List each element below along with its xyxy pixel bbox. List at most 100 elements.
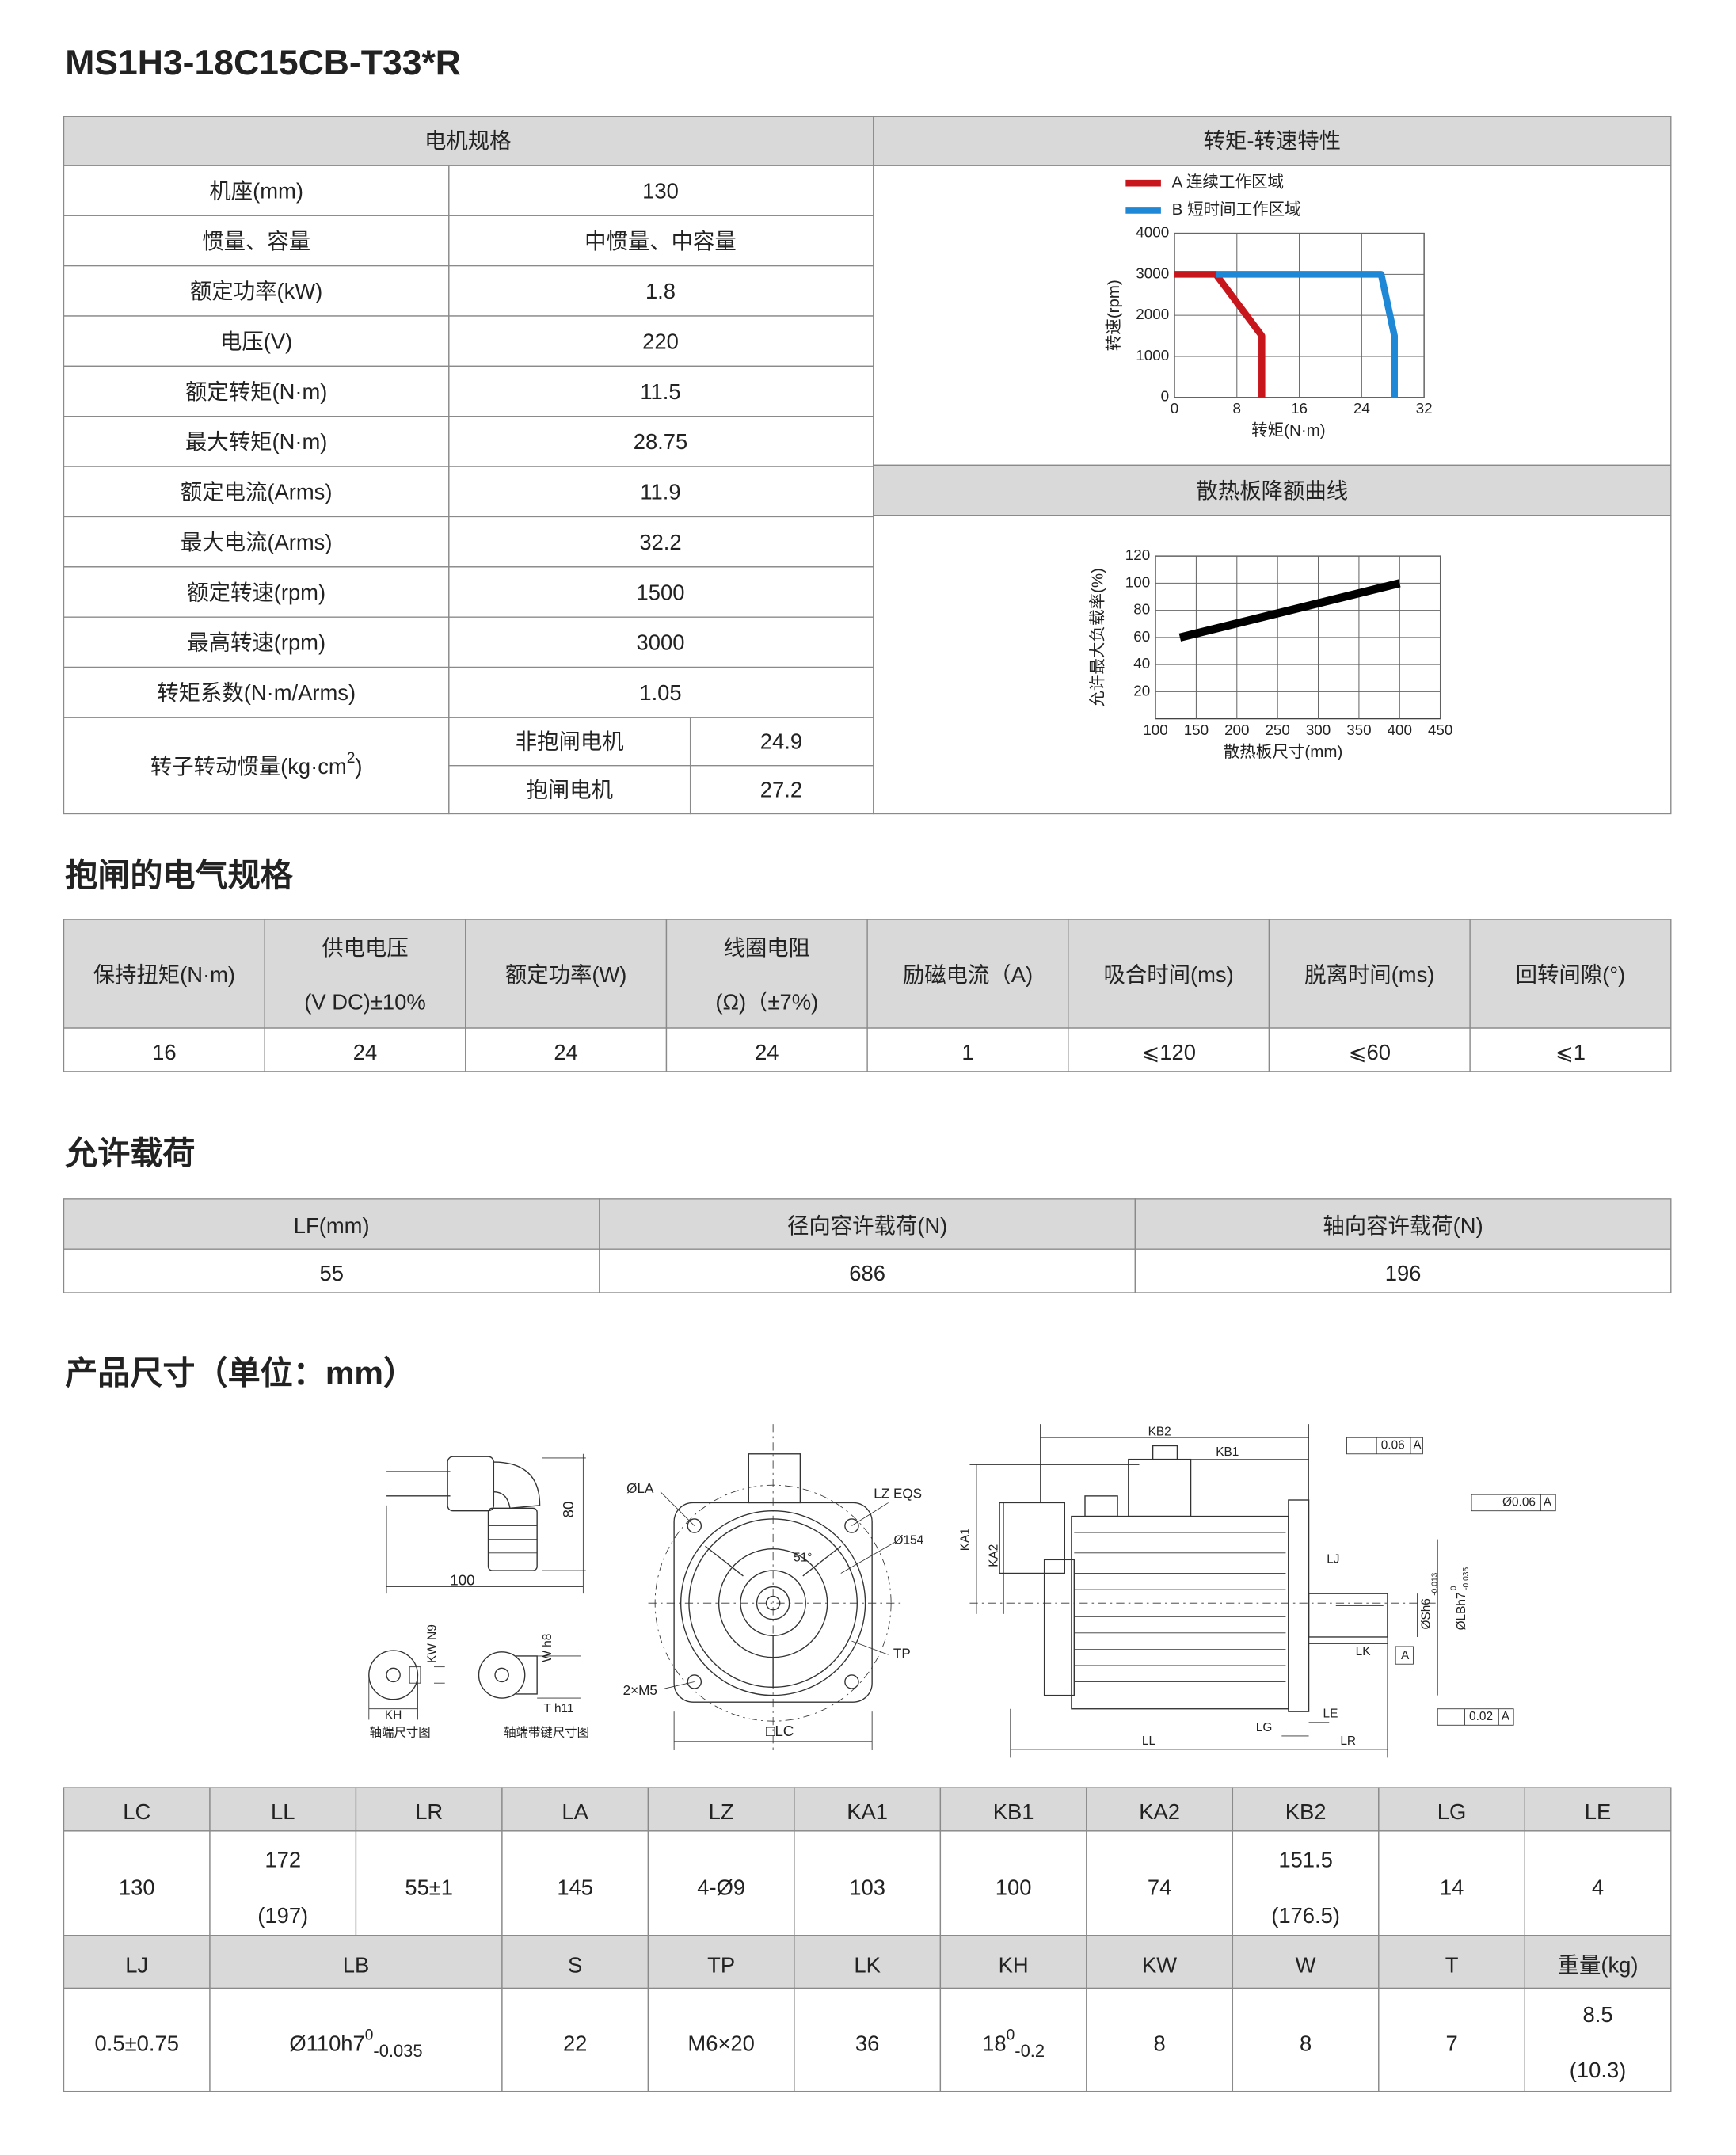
cell	[1086, 1830, 1234, 1936]
drawing-label: KA2	[987, 1544, 1000, 1567]
cell	[599, 1248, 1136, 1293]
cell-text: 0.5±0.75	[95, 2031, 179, 2056]
cell-text: Ø110h70-0.035	[289, 2027, 422, 2061]
x-tick-label: 300	[1306, 722, 1331, 738]
header-cell	[939, 1787, 1087, 1832]
drawing-label: 0.06	[1381, 1439, 1405, 1453]
x-tick-label: 0	[1171, 400, 1178, 417]
header-cell	[939, 1935, 1087, 1989]
drawing-label: 80	[560, 1502, 577, 1518]
cell	[689, 717, 874, 767]
drawing-label: T h11	[544, 1702, 574, 1715]
cell	[1524, 1987, 1672, 2092]
cell-text: 130	[119, 1875, 155, 1900]
cell-text: ⩽60	[1349, 1040, 1391, 1064]
header-text: 额定功率(W)	[505, 962, 627, 987]
cell-text: 180-0.2	[982, 2027, 1045, 2061]
header-text: (V DC)±10%	[304, 989, 425, 1014]
cell-text: 1	[961, 1040, 973, 1064]
cell	[1378, 1830, 1525, 1936]
dimension-drawing	[368, 1424, 1556, 1758]
header-cell	[1086, 1787, 1234, 1832]
y-tick-label: 0	[1161, 388, 1169, 405]
spec-value: 1.05	[639, 680, 681, 705]
header-text: 线圈电阻	[724, 935, 811, 960]
drawing-label: 轴端尺寸图	[370, 1726, 431, 1740]
x-tick-label: 400	[1388, 722, 1412, 738]
cell-text: 14	[1440, 1875, 1464, 1900]
cell-text: 4	[1592, 1875, 1604, 1900]
header-cell	[355, 1787, 503, 1832]
spec-value: 130	[642, 178, 679, 203]
drawing-label: LZ EQS	[874, 1487, 922, 1502]
cell-text: 103	[849, 1875, 885, 1900]
spec-label: 抱闸电机	[527, 777, 614, 801]
x-axis-label: 转矩(N·m)	[1251, 421, 1326, 440]
header-text: LJ	[125, 1952, 148, 1977]
y-tick-label: 2000	[1136, 306, 1169, 322]
cell	[794, 1987, 942, 2092]
x-tick-label: 350	[1346, 722, 1371, 738]
x-tick-label: 150	[1184, 722, 1209, 738]
cell	[794, 1830, 942, 1936]
header-text: W	[1296, 1952, 1316, 1977]
header-cell	[501, 1935, 649, 1989]
table-header: 电机规格	[424, 128, 512, 153]
cell-text: 151.5	[1278, 1848, 1333, 1872]
x-tick-label: 450	[1428, 722, 1452, 738]
text-part: 22	[563, 2031, 587, 2056]
cell	[465, 1027, 668, 1072]
cell-text: 4-Ø9	[697, 1875, 745, 1900]
cell-text: (197)	[257, 1903, 308, 1928]
cell-text: 24	[353, 1040, 377, 1064]
drawing-label: LJ	[1327, 1552, 1339, 1566]
cell	[1134, 1248, 1672, 1293]
drawing-label: Ø0.06	[1502, 1496, 1536, 1510]
cell-text: 7	[1445, 2031, 1457, 2056]
cell	[63, 717, 450, 815]
cell-text: 172	[265, 1848, 301, 1872]
panel-header: 转矩-转速特性	[1204, 128, 1341, 153]
drawing-label: 0.02	[1469, 1710, 1493, 1723]
text-part: -0.2	[1015, 2041, 1045, 2061]
x-axis-label: 散热板尺寸(mm)	[1224, 743, 1343, 761]
text-part: )	[355, 754, 362, 779]
cell	[501, 1987, 649, 2092]
drawing-label: LG	[1256, 1721, 1273, 1734]
text-part: 0	[1007, 2027, 1015, 2044]
cell-text: 145	[557, 1875, 593, 1900]
cell	[63, 1248, 600, 1293]
cell-text: 74	[1148, 1875, 1171, 1900]
header-text: LC	[123, 1799, 150, 1824]
header-text: LK	[854, 1952, 880, 1977]
spec-value: 11.5	[640, 379, 680, 404]
header-text: (Ω)（±7%)	[715, 989, 818, 1014]
spec-label: 额定电流(Arms)	[181, 480, 333, 504]
cell	[209, 1987, 503, 2092]
x-tick-label: 100	[1143, 722, 1167, 738]
drawing-label: KH	[385, 1708, 402, 1722]
cell	[689, 765, 874, 815]
drawing-label: -0.013	[1431, 1572, 1440, 1595]
text-part: 8	[1300, 2031, 1312, 2056]
cell	[1268, 1027, 1471, 1072]
drawing-label: A	[1502, 1710, 1510, 1723]
y-tick-label: 1000	[1136, 347, 1169, 364]
spec-label: 最大电流(Arms)	[181, 530, 333, 554]
header-cell	[264, 919, 466, 1029]
cell	[448, 566, 874, 618]
drawing-label: 51°	[794, 1552, 812, 1565]
cell	[448, 416, 874, 467]
header-cell	[1232, 1787, 1380, 1832]
spec-label: 额定功率(kW)	[190, 279, 322, 303]
cell-text: 36	[855, 2031, 879, 2056]
spec-label: 非抱闸电机	[516, 729, 624, 754]
cell-text: 转子转动惯量(kg·cm2)	[150, 750, 363, 779]
header-cell	[1068, 919, 1270, 1029]
text-part: -0.035	[373, 2041, 422, 2061]
header-cell	[209, 1787, 357, 1832]
header-text: 轴向容许载荷(N)	[1323, 1213, 1483, 1238]
drawing-label: A	[1413, 1439, 1422, 1453]
cell-text: 8	[1153, 2031, 1165, 2056]
